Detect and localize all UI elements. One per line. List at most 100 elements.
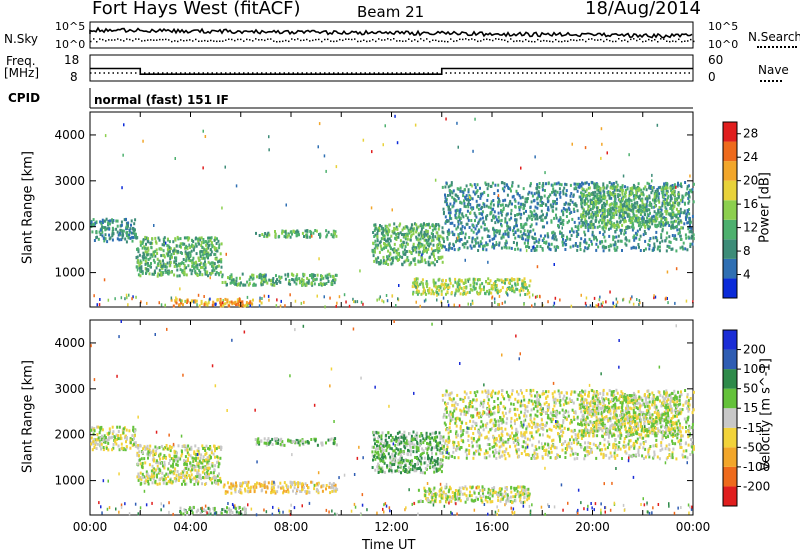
nave-label: Nave bbox=[758, 63, 789, 77]
scatter-cell bbox=[168, 453, 171, 457]
nsearch-dot bbox=[162, 38, 164, 41]
scatter-cell bbox=[660, 233, 663, 237]
scatter-cell bbox=[210, 449, 213, 453]
scatter-cell bbox=[449, 214, 451, 218]
scatter-cell bbox=[104, 134, 107, 138]
scatter-cell bbox=[449, 221, 452, 225]
nsearch-dot bbox=[300, 39, 302, 42]
scatter-cell bbox=[175, 301, 178, 305]
scatter-cell bbox=[510, 189, 512, 193]
scatter-cell bbox=[187, 264, 190, 268]
scatter-cell bbox=[102, 226, 105, 229]
scatter-cell bbox=[597, 206, 600, 210]
scatter-cell bbox=[208, 447, 211, 451]
scatter-cell bbox=[256, 275, 258, 279]
scatter-cell bbox=[631, 221, 634, 225]
nsearch-dot bbox=[651, 39, 653, 42]
scatter-cell bbox=[670, 213, 673, 217]
scatter-cell bbox=[276, 278, 278, 282]
scatter-cell bbox=[527, 192, 530, 196]
scatter-cell bbox=[282, 230, 285, 234]
scatter-cell bbox=[467, 190, 470, 194]
scatter-cell bbox=[101, 225, 104, 229]
scatter-cell bbox=[174, 454, 177, 458]
scatter-cell bbox=[415, 281, 417, 285]
nsearch-dot bbox=[126, 38, 128, 40]
scatter-cell bbox=[419, 241, 422, 245]
scatter-cell bbox=[434, 178, 437, 182]
scatter-cell bbox=[631, 187, 634, 191]
scatter-cell bbox=[654, 235, 657, 239]
scatter-cell bbox=[613, 205, 616, 209]
scatter-cell bbox=[189, 479, 192, 482]
scatter-cell bbox=[163, 236, 166, 240]
nsearch-dot bbox=[516, 40, 518, 42]
nsearch-dot bbox=[327, 38, 329, 41]
scatter-cell bbox=[667, 212, 670, 216]
scatter-cell bbox=[201, 265, 204, 269]
scatter-cell bbox=[663, 216, 666, 220]
scatter-cell bbox=[177, 479, 180, 482]
scatter-cell bbox=[588, 186, 591, 190]
scatter-cell bbox=[268, 148, 270, 152]
scatter-cell bbox=[376, 246, 379, 250]
scatter-cell bbox=[609, 186, 612, 190]
nsearch-dot bbox=[540, 40, 542, 42]
scatter-cell bbox=[485, 280, 487, 284]
scatter-cell bbox=[207, 246, 210, 250]
scatter-cell bbox=[580, 213, 583, 217]
scatter-cell bbox=[394, 114, 396, 118]
scatter-cell bbox=[175, 463, 178, 467]
scatter-cell bbox=[419, 260, 422, 264]
scatter-cell bbox=[585, 304, 587, 308]
scatter-cell bbox=[649, 201, 651, 205]
scatter-cell bbox=[492, 242, 494, 246]
scatter-cell bbox=[510, 277, 513, 281]
scatter-cell bbox=[661, 192, 664, 196]
scatter-cell bbox=[403, 248, 406, 252]
scatter-cell bbox=[683, 222, 686, 226]
scatter-cell bbox=[637, 208, 640, 212]
scatter-cell bbox=[446, 290, 449, 294]
scatter-cell bbox=[644, 239, 647, 243]
scatter-cell bbox=[491, 181, 494, 185]
scatter-cell bbox=[406, 242, 409, 246]
scatter-cell bbox=[624, 200, 627, 204]
nsearch-dot bbox=[210, 39, 212, 42]
scatter-cell bbox=[631, 216, 634, 220]
scatter-cell bbox=[531, 235, 534, 239]
scatter-cell bbox=[465, 213, 468, 217]
scatter-cell bbox=[321, 489, 324, 493]
scatter-cell bbox=[388, 254, 391, 258]
scatter-cell bbox=[683, 211, 685, 215]
nsearch-dot bbox=[636, 39, 638, 42]
scatter-cell bbox=[577, 216, 580, 220]
scatter-cell bbox=[211, 261, 214, 265]
scatter-cell bbox=[164, 268, 167, 272]
scatter-cell bbox=[625, 243, 628, 247]
scatter-cell bbox=[189, 268, 192, 272]
scatter-cell bbox=[527, 214, 530, 218]
scatter-cell bbox=[174, 467, 177, 471]
scatter-cell bbox=[118, 448, 121, 452]
scatter-cell bbox=[244, 283, 247, 287]
scatter-cell bbox=[456, 285, 459, 289]
scatter-cell bbox=[639, 204, 641, 208]
scatter-cell bbox=[606, 214, 609, 218]
scatter-cell bbox=[670, 197, 673, 201]
scatter-cell bbox=[549, 193, 552, 197]
scatter-cell bbox=[99, 428, 102, 432]
scatter-cell bbox=[520, 212, 523, 216]
scatter-cell bbox=[404, 225, 407, 229]
scatter-cell bbox=[582, 211, 585, 214]
scatter-cell bbox=[678, 193, 681, 197]
scatter-cell bbox=[621, 184, 624, 188]
scatter-cell bbox=[456, 121, 458, 125]
nsearch-dot bbox=[315, 38, 317, 41]
scatter-cell bbox=[464, 292, 467, 296]
scatter-cell bbox=[266, 281, 269, 285]
scatter-cell bbox=[376, 232, 379, 235]
scatter-cell bbox=[209, 262, 212, 266]
scatter-cell bbox=[146, 262, 149, 265]
scatter-cell bbox=[584, 233, 587, 237]
